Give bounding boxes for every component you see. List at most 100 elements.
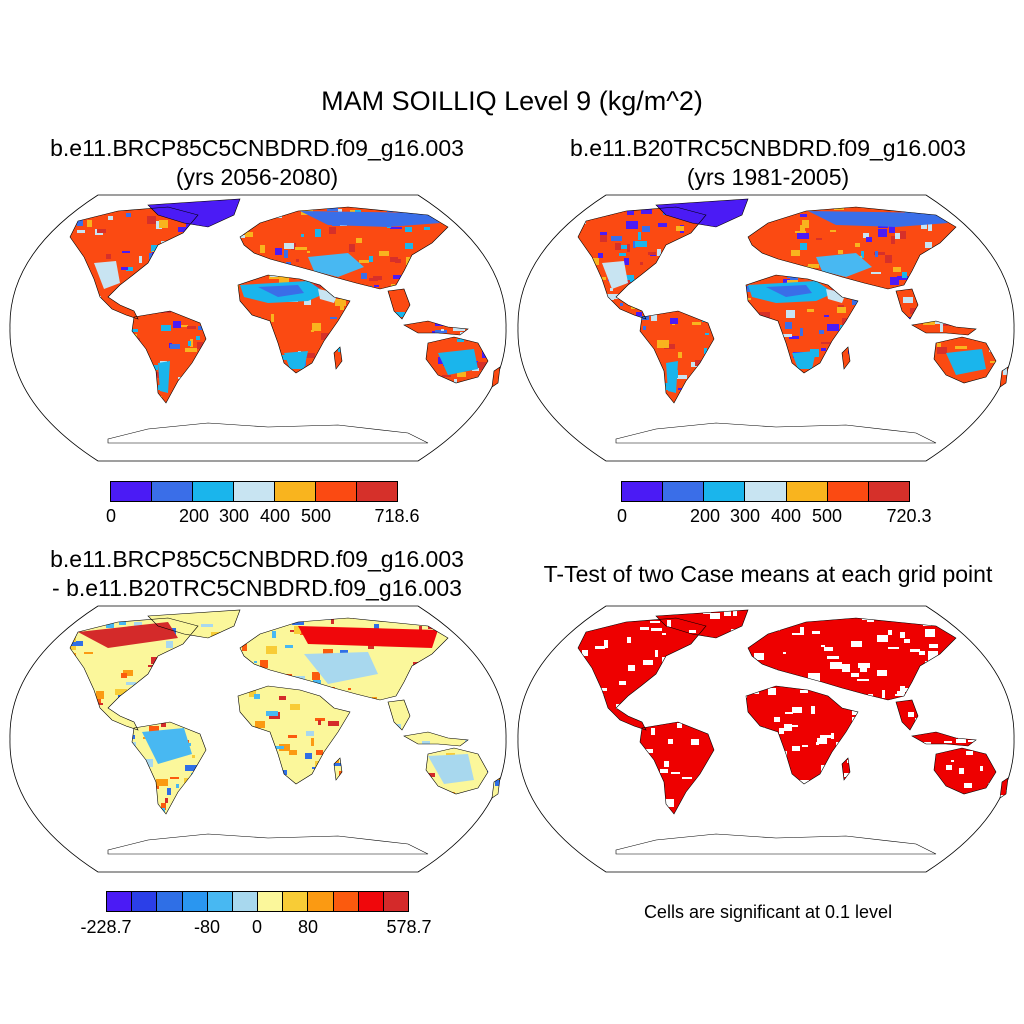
colorbar-swatch bbox=[357, 482, 397, 501]
coastline-australia bbox=[425, 336, 489, 384]
colorbar-swatch bbox=[868, 482, 909, 501]
coastline-africa bbox=[745, 685, 859, 785]
panel-2-tick-label: 500 bbox=[811, 506, 843, 526]
colorbar-swatch bbox=[207, 892, 233, 911]
panel-2-title-line2: (yrs 1981-2005) bbox=[686, 164, 850, 190]
panel-2-map bbox=[517, 194, 1015, 462]
panel-2-tick-label: 0 bbox=[616, 506, 628, 526]
panel-2-tick-label: 300 bbox=[729, 506, 761, 526]
panel-1-title: b.e11.BRCP85C5CNBDRD.f09_g16.003 (yrs 20… bbox=[10, 134, 504, 192]
coastline-madagascar bbox=[841, 346, 851, 370]
panel-1-tick-label: 718.6 bbox=[374, 506, 420, 526]
coastline-europe bbox=[239, 206, 449, 290]
colorbar-swatch bbox=[157, 892, 183, 911]
coastline-namerica bbox=[69, 617, 199, 731]
panel-3-tick-label: 80 bbox=[297, 917, 319, 937]
panel-3-tick-label: 0 bbox=[251, 917, 263, 937]
coastline-samerica bbox=[639, 721, 715, 815]
coastline-indonesia bbox=[911, 731, 977, 747]
colorbar-swatch bbox=[232, 892, 259, 911]
panel-3-map bbox=[9, 605, 507, 873]
colorbar-swatch bbox=[152, 482, 193, 501]
coastline-indonesia bbox=[403, 731, 469, 747]
coastline-namerica bbox=[577, 617, 707, 731]
colorbar-swatch bbox=[182, 892, 208, 911]
coastline-samerica bbox=[131, 721, 207, 815]
panel-1-colorbar bbox=[110, 481, 398, 502]
panel-3-tick-label: 578.7 bbox=[386, 917, 432, 937]
colorbar-swatch bbox=[704, 482, 746, 501]
colorbar-swatch bbox=[308, 892, 334, 911]
coastline-greenland bbox=[655, 609, 749, 639]
coastline-indochina bbox=[895, 699, 919, 731]
colorbar-swatch bbox=[383, 892, 409, 911]
panel-4-map bbox=[517, 605, 1015, 873]
panel-2-tick-label: 200 bbox=[689, 506, 721, 526]
colorbar-swatch bbox=[786, 482, 828, 501]
colorbar-swatch bbox=[358, 892, 384, 911]
colorbar-swatch bbox=[316, 482, 357, 501]
panel-2-title-line1: b.e11.B20TRC5CNBDRD.f09_g16.003 bbox=[570, 135, 966, 161]
colorbar-swatch bbox=[258, 892, 284, 911]
coastline-namerica bbox=[577, 206, 707, 320]
panel-1-tick-label: 500 bbox=[300, 506, 332, 526]
panel-2-tick-label: 400 bbox=[770, 506, 802, 526]
coastline-europe bbox=[747, 617, 957, 701]
panel-3-colorbar bbox=[106, 891, 409, 912]
colorbar-swatch bbox=[827, 482, 869, 501]
coastline-africa bbox=[237, 274, 351, 374]
panel-1-title-line1: b.e11.BRCP85C5CNBDRD.f09_g16.003 bbox=[50, 135, 464, 161]
coastline-greenland bbox=[147, 609, 241, 639]
coastline-greenland bbox=[655, 198, 749, 228]
panel-2-title: b.e11.B20TRC5CNBDRD.f09_g16.003 (yrs 198… bbox=[520, 134, 1016, 192]
coastline-indochina bbox=[895, 288, 919, 320]
colorbar-swatch bbox=[193, 482, 234, 501]
colorbar-swatch bbox=[132, 892, 158, 911]
coastline-australia bbox=[425, 747, 489, 795]
coastline-australia bbox=[933, 336, 997, 384]
panel-3-tick-label: -228.7 bbox=[80, 917, 132, 937]
coastline-europe bbox=[747, 206, 957, 290]
panel-4-note: Cells are significant at 0.1 level bbox=[643, 902, 893, 922]
panel-1-title-line2: (yrs 2056-2080) bbox=[175, 164, 339, 190]
colorbar-swatch bbox=[283, 892, 309, 911]
coastline-nz bbox=[491, 777, 501, 799]
panel-2-colorbar bbox=[621, 481, 910, 502]
panel-3-title-line1: b.e11.BRCP85C5CNBDRD.f09_g16.003 bbox=[50, 546, 464, 572]
coastline-australia bbox=[933, 747, 997, 795]
coastline-samerica bbox=[639, 310, 715, 404]
panel-1-tick-label: 300 bbox=[218, 506, 250, 526]
coastline-indonesia bbox=[403, 320, 469, 336]
colorbar-swatch bbox=[745, 482, 787, 501]
colorbar-swatch bbox=[234, 482, 275, 501]
coastline-indochina bbox=[387, 288, 411, 320]
panel-3-title-line2: - b.e11.B20TRC5CNBDRD.f09_g16.003 bbox=[52, 575, 462, 601]
panel-3-title: b.e11.BRCP85C5CNBDRD.f09_g16.003 - b.e11… bbox=[10, 545, 504, 603]
coastline-indonesia bbox=[911, 320, 977, 336]
coastline-madagascar bbox=[333, 757, 343, 781]
coastline-indochina bbox=[387, 699, 411, 731]
coastline-africa bbox=[745, 274, 859, 374]
panel-3-tick-label: -80 bbox=[193, 917, 221, 937]
colorbar-swatch bbox=[333, 892, 359, 911]
coastline-samerica bbox=[131, 310, 207, 404]
coastline-antarctica bbox=[615, 422, 937, 444]
coastline-greenland bbox=[147, 198, 241, 228]
coastline-africa bbox=[237, 685, 351, 785]
coastline-antarctica bbox=[615, 833, 937, 855]
panel-1-tick-label: 400 bbox=[259, 506, 291, 526]
panel-2-tick-label: 720.3 bbox=[886, 506, 932, 526]
panel-1-tick-label: 200 bbox=[178, 506, 210, 526]
coastline-antarctica bbox=[107, 833, 429, 855]
coastline-antarctica bbox=[107, 422, 429, 444]
colorbar-swatch bbox=[663, 482, 705, 501]
coastline-nz bbox=[999, 777, 1009, 799]
coastline-nz bbox=[999, 366, 1009, 388]
colorbar-swatch bbox=[107, 892, 133, 911]
colorbar-swatch bbox=[111, 482, 152, 501]
coastline-europe bbox=[239, 617, 449, 701]
coastline-nz bbox=[491, 366, 501, 388]
coastline-madagascar bbox=[841, 757, 851, 781]
panel-4-title: T-Test of two Case means at each grid po… bbox=[543, 561, 993, 587]
coastline-namerica bbox=[69, 206, 199, 320]
